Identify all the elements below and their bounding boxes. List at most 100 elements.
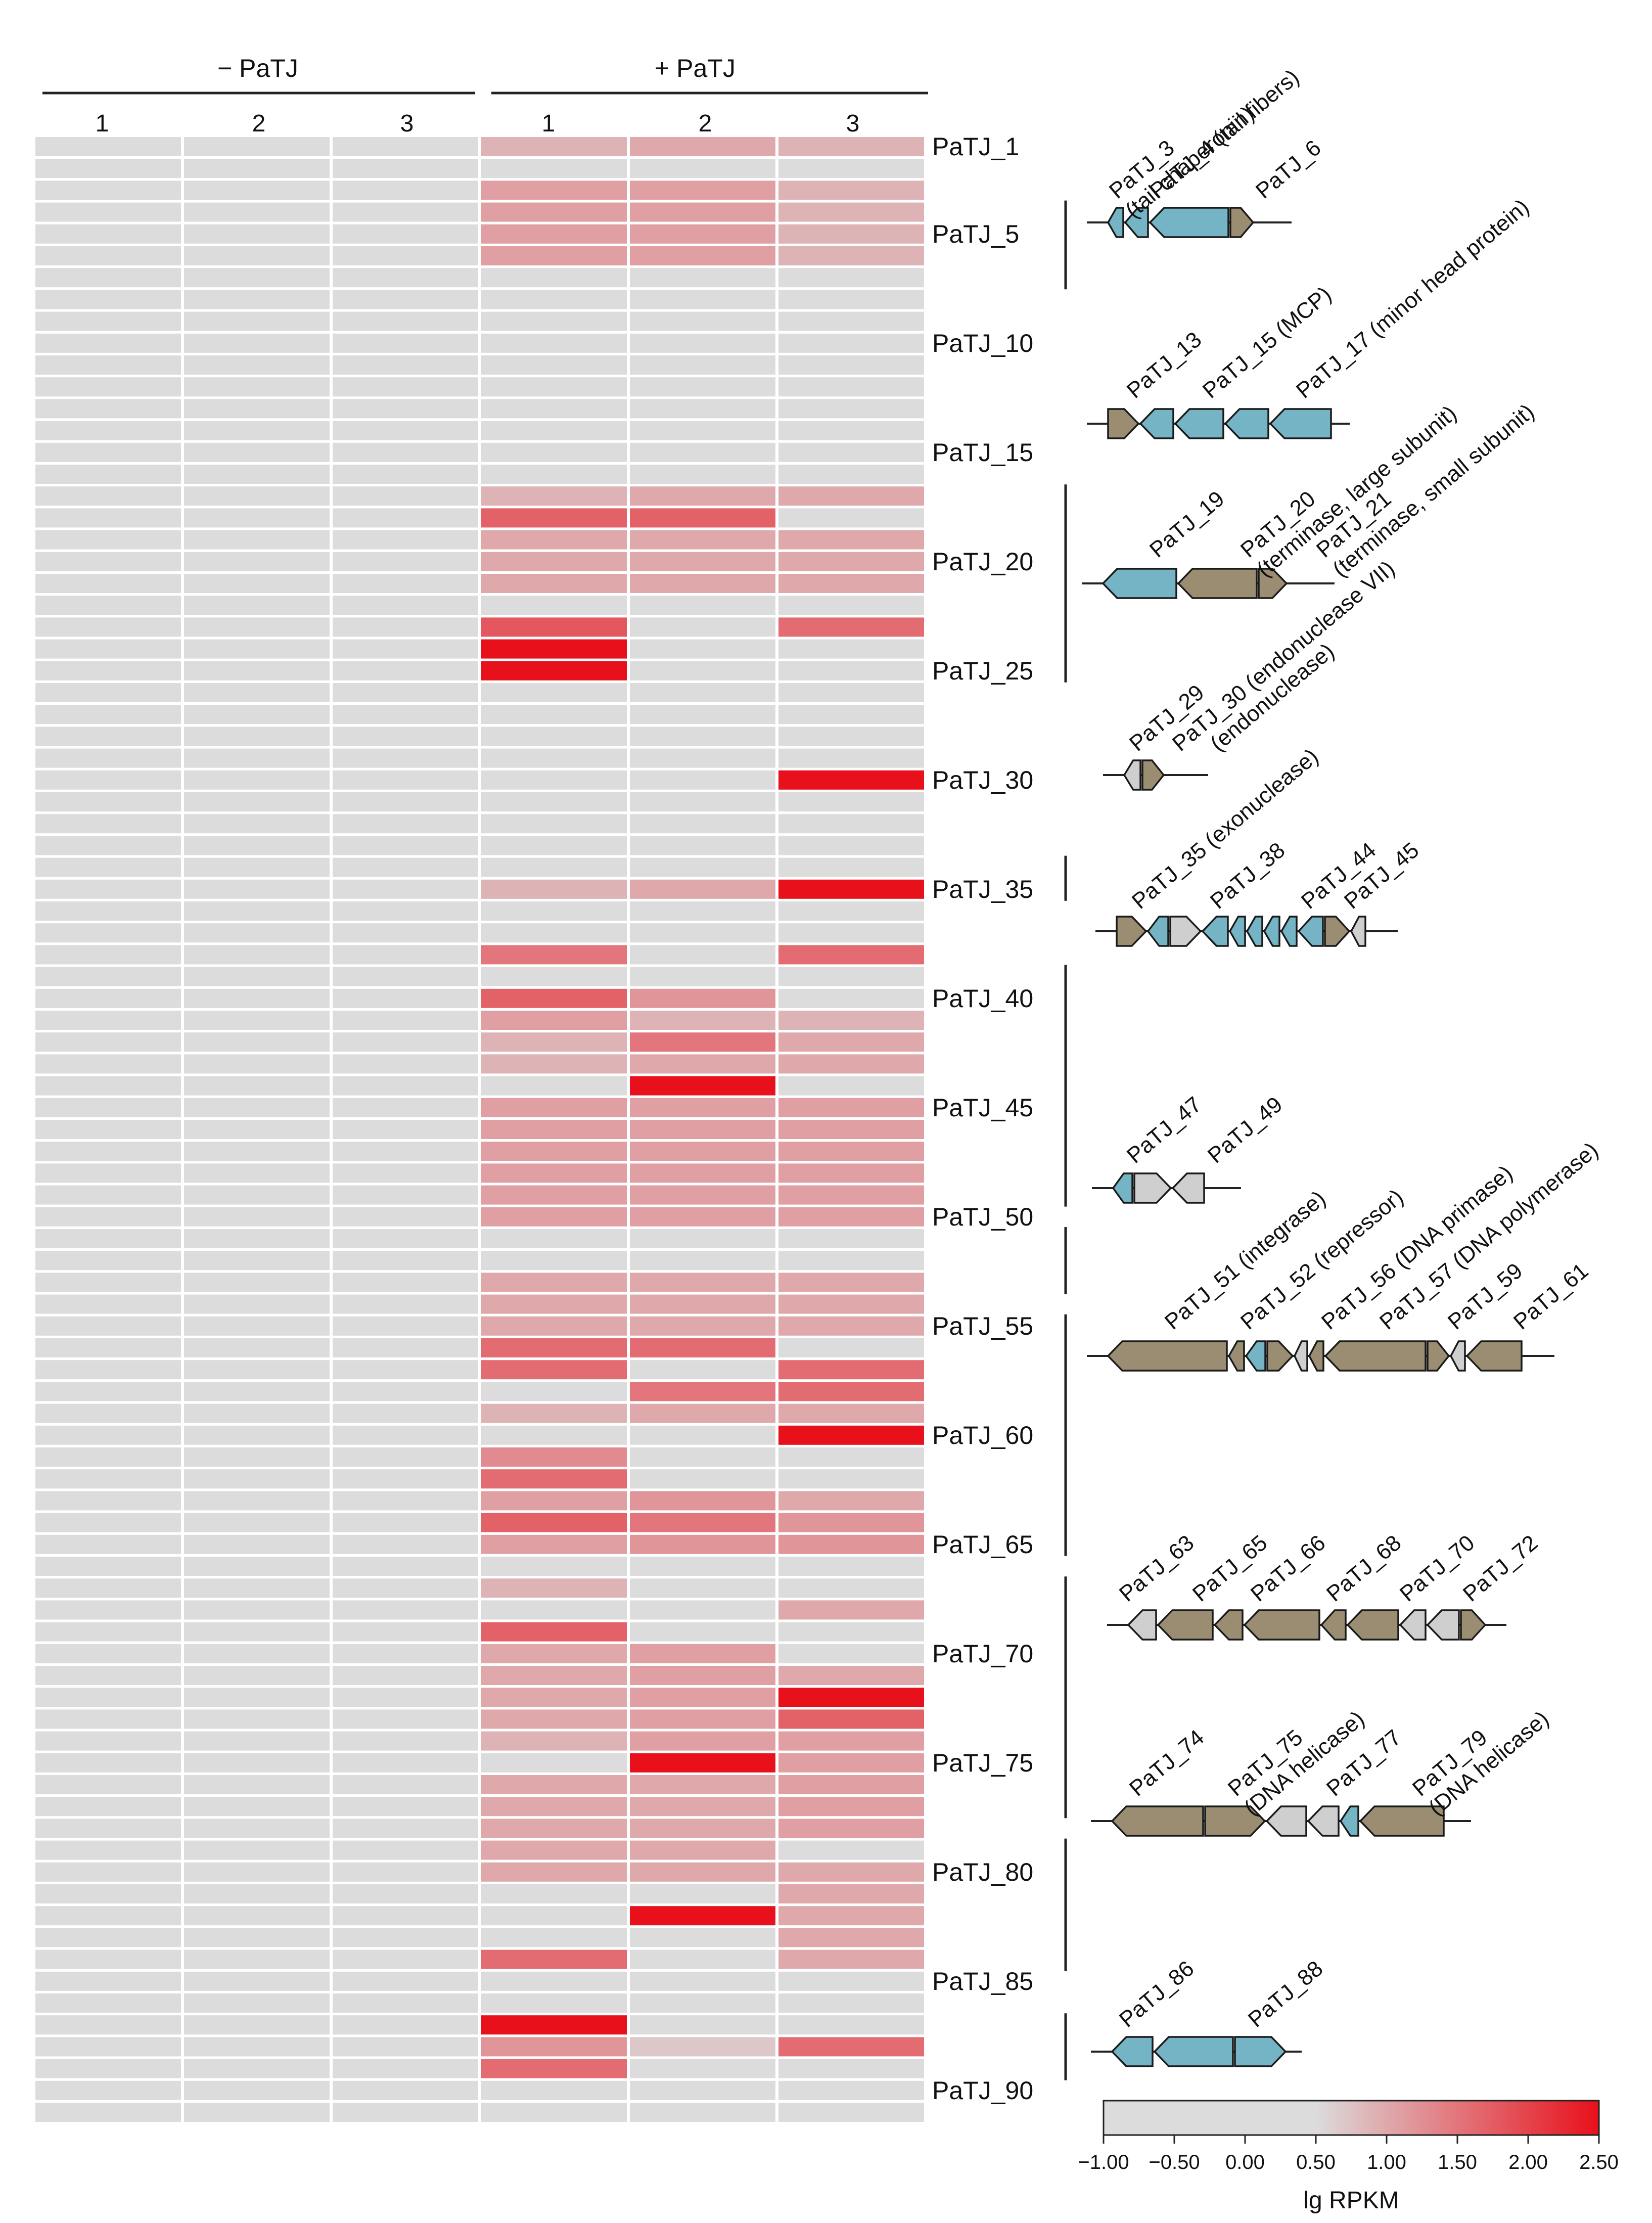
heatmap-cell bbox=[35, 1688, 181, 1707]
heatmap-cell bbox=[35, 1819, 181, 1838]
row-label: PaTJ_85 bbox=[932, 1967, 1033, 1995]
gene-arrow bbox=[1127, 1609, 1157, 1641]
gene-annotations: PaTJ_3(tail chaperonin)PaTJ_4 (tail fibe… bbox=[1105, 65, 1603, 2032]
heatmap-cell bbox=[481, 814, 627, 834]
heatmap-cell bbox=[778, 442, 924, 462]
heatmap-cell bbox=[184, 1993, 330, 2013]
heatmap-cell bbox=[35, 1032, 181, 1052]
heatmap-cell bbox=[333, 1273, 478, 1292]
heatmap-cell bbox=[184, 1011, 330, 1030]
heatmap-cell bbox=[778, 355, 924, 375]
heatmap-cell bbox=[481, 1054, 627, 1074]
heatmap-cell bbox=[778, 552, 924, 571]
colorbar-title: lg RPKM bbox=[1303, 2187, 1399, 2214]
heatmap-cell bbox=[184, 1076, 330, 1096]
heatmap-cell bbox=[630, 1251, 775, 1271]
heatmap-cell bbox=[778, 1120, 924, 1139]
gene-arrow bbox=[1153, 2036, 1234, 2067]
heatmap-cell bbox=[184, 748, 330, 768]
heatmap-cell bbox=[35, 1185, 181, 1205]
heatmap-cell bbox=[333, 1906, 478, 1926]
heatmap-cell bbox=[481, 1251, 627, 1271]
heatmap-cell bbox=[333, 1294, 478, 1314]
heatmap-cell bbox=[35, 596, 181, 615]
heatmap-cell bbox=[778, 421, 924, 440]
heatmap-cell bbox=[778, 683, 924, 702]
heatmap-cell bbox=[184, 1971, 330, 1991]
heatmap-cell bbox=[184, 1163, 330, 1183]
heatmap-cell bbox=[333, 290, 478, 309]
heatmap-cell bbox=[630, 857, 775, 877]
heatmap-cell bbox=[630, 1425, 775, 1445]
group-label-plus-patj: + PaTJ bbox=[655, 54, 736, 82]
heatmap-cell bbox=[481, 617, 627, 637]
gene-arrow bbox=[1399, 1609, 1427, 1641]
heatmap-cell bbox=[35, 1557, 181, 1576]
heatmap-cell bbox=[333, 1076, 478, 1096]
gene-arrow bbox=[1465, 1340, 1523, 1372]
heatmap-cell bbox=[35, 879, 181, 899]
heatmap-cell bbox=[35, 1273, 181, 1292]
heatmap-cell bbox=[778, 1229, 924, 1248]
heatmap-cell bbox=[778, 2103, 924, 2122]
heatmap-cell bbox=[481, 2103, 627, 2122]
heatmap-cell bbox=[35, 1316, 181, 1336]
heatmap-cell bbox=[481, 1578, 627, 1598]
heatmap-cell bbox=[481, 290, 627, 309]
heatmap-cell bbox=[35, 1403, 181, 1423]
gene-arrow bbox=[1149, 207, 1229, 238]
heatmap-cell bbox=[35, 442, 181, 462]
heatmap-cell bbox=[630, 1666, 775, 1685]
heatmap-cell bbox=[35, 1076, 181, 1096]
heatmap-cell bbox=[630, 1971, 775, 1991]
heatmap-cell bbox=[481, 1513, 627, 1532]
gene-arrow bbox=[1213, 1609, 1244, 1641]
heatmap-cell bbox=[333, 792, 478, 811]
heatmap-cell bbox=[333, 224, 478, 244]
heatmap-cell bbox=[481, 268, 627, 288]
heatmap-cell bbox=[333, 2015, 478, 2035]
heatmap-cell bbox=[35, 1775, 181, 1794]
heatmap-cell bbox=[184, 1513, 330, 1532]
gene-annotation: PaTJ_63 bbox=[1115, 1530, 1199, 1607]
heatmap-cell bbox=[630, 2103, 775, 2122]
gene-arrow bbox=[1201, 916, 1229, 947]
heatmap-cell bbox=[481, 1644, 627, 1663]
heatmap-cell bbox=[184, 290, 330, 309]
gene-annotation-line: PaTJ_49 bbox=[1203, 1092, 1287, 1168]
heatmap-cell bbox=[630, 1709, 775, 1729]
heatmap-cell bbox=[481, 967, 627, 986]
heatmap-cell bbox=[184, 2080, 330, 2100]
heatmap-cell bbox=[333, 683, 478, 702]
heatmap-cell bbox=[333, 857, 478, 877]
heatmap-cell bbox=[184, 202, 330, 222]
gene-arrow bbox=[1450, 1340, 1466, 1372]
heatmap-cell bbox=[333, 1054, 478, 1074]
heatmap-cell bbox=[630, 1076, 775, 1096]
heatmap-cell bbox=[778, 1949, 924, 1969]
heatmap-cell bbox=[630, 1949, 775, 1969]
heatmap-cell bbox=[630, 355, 775, 375]
heatmap-cell bbox=[778, 1884, 924, 1903]
gene-arrow bbox=[1460, 1609, 1487, 1641]
gene-arrow bbox=[1174, 408, 1224, 439]
gene-arrow bbox=[1246, 916, 1263, 947]
heatmap-cell bbox=[778, 2015, 924, 2035]
heatmap-cell bbox=[184, 1098, 330, 1117]
heatmap-cell bbox=[778, 792, 924, 811]
heatmap-cell bbox=[630, 1928, 775, 1947]
heatmap-cell bbox=[35, 1054, 181, 1074]
heatmap-cell bbox=[481, 377, 627, 397]
heatmap-cell bbox=[333, 1513, 478, 1532]
heatmap-cell bbox=[333, 1469, 478, 1489]
heatmap-cell bbox=[630, 530, 775, 550]
heatmap-cell bbox=[481, 1840, 627, 1860]
heatmap-cell bbox=[333, 486, 478, 506]
heatmap-cell bbox=[35, 661, 181, 680]
heatmap-cell bbox=[35, 1993, 181, 2013]
heatmap-cell bbox=[184, 2015, 330, 2035]
heatmap-cell bbox=[481, 857, 627, 877]
heatmap-cell bbox=[35, 1731, 181, 1751]
heatmap-cell bbox=[630, 1163, 775, 1183]
heatmap-cell bbox=[35, 1229, 181, 1248]
